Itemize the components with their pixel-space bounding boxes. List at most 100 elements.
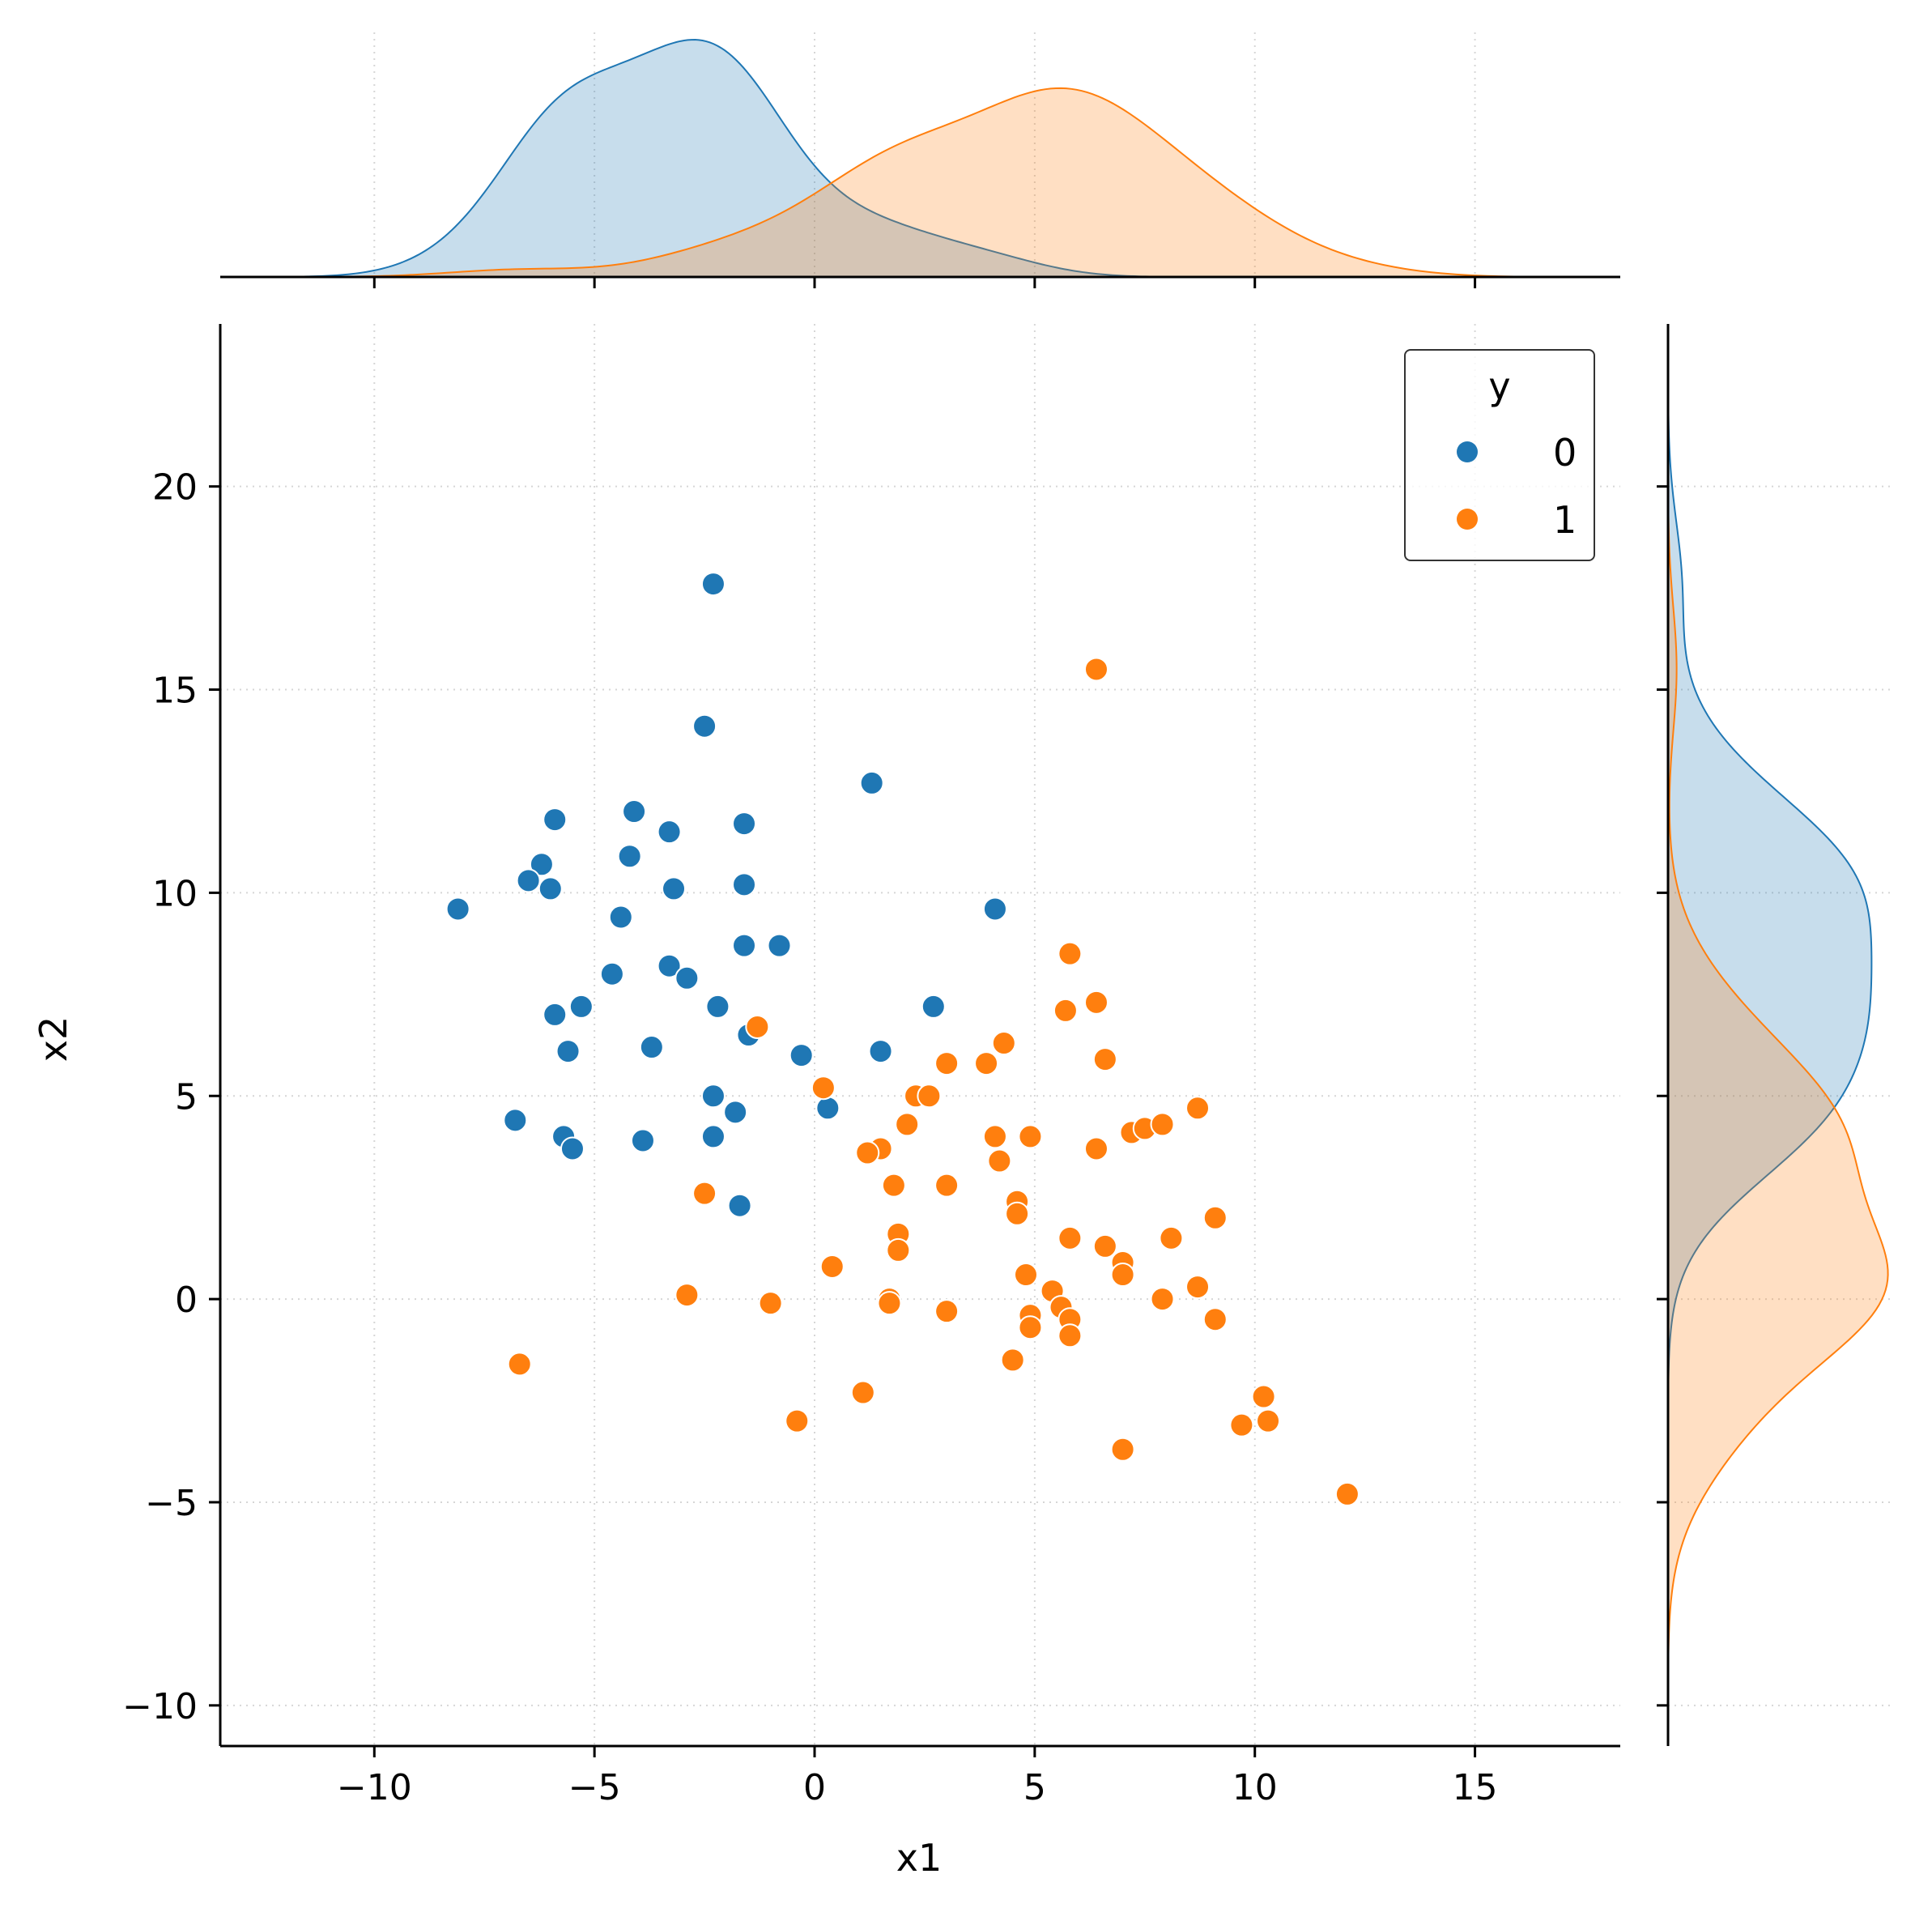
y-tick-label: −5 (145, 1483, 198, 1524)
point-class-1 (1229, 1412, 1254, 1437)
scatter-points (445, 572, 1360, 1506)
point-class-1 (1334, 1481, 1360, 1506)
y-tick-label: 5 (175, 1076, 198, 1118)
point-class-0 (662, 876, 687, 901)
point-class-0 (705, 994, 730, 1019)
point-class-0 (767, 933, 792, 958)
x-axis-label: x1 (896, 1836, 943, 1880)
right-kde-line-0 (1667, 390, 1873, 1399)
x-tick-label: 5 (1023, 1767, 1046, 1808)
point-class-0 (568, 994, 594, 1019)
y-tick-label: 15 (152, 671, 198, 712)
point-class-1 (819, 1254, 845, 1279)
x-tick-label: 15 (1453, 1767, 1498, 1808)
point-class-1 (991, 1031, 1016, 1056)
point-class-0 (657, 820, 682, 845)
point-class-1 (1202, 1307, 1228, 1332)
point-class-0 (859, 770, 884, 795)
y-tick-label: 0 (175, 1280, 198, 1321)
point-class-0 (727, 1193, 752, 1218)
point-class-1 (934, 1299, 960, 1324)
point-class-1 (881, 1173, 906, 1198)
y-tick-label: 10 (152, 873, 198, 914)
point-class-1 (1083, 990, 1109, 1015)
point-class-1 (1251, 1384, 1276, 1409)
point-class-1 (1256, 1408, 1281, 1433)
point-class-1 (974, 1051, 999, 1076)
point-class-1 (1018, 1315, 1043, 1340)
point-class-0 (815, 1096, 840, 1121)
point-class-1 (674, 1283, 700, 1308)
point-class-0 (868, 1039, 893, 1064)
point-class-0 (732, 933, 757, 958)
point-class-1 (850, 1380, 875, 1405)
point-class-1 (1159, 1225, 1184, 1250)
point-class-0 (639, 1035, 664, 1060)
point-class-1 (1092, 1233, 1117, 1259)
legend-frame (1404, 349, 1595, 561)
point-class-0 (529, 852, 554, 877)
point-class-0 (543, 807, 568, 833)
point-class-1 (895, 1112, 920, 1137)
point-class-0 (630, 1128, 655, 1153)
x-tick-label: −5 (568, 1767, 621, 1808)
point-class-1 (855, 1140, 880, 1165)
legend-label-1: 1 (1553, 498, 1577, 542)
point-class-1 (1057, 1323, 1083, 1348)
point-class-0 (700, 1084, 726, 1109)
point-class-1 (1150, 1287, 1175, 1312)
point-class-1 (934, 1051, 960, 1076)
point-class-0 (657, 953, 682, 978)
point-class-0 (445, 897, 470, 922)
point-class-0 (921, 994, 946, 1019)
legend-title: y (1488, 364, 1510, 408)
legend-marker-1 (1457, 509, 1478, 530)
main-plot-grid (220, 324, 1620, 1746)
y-tick-label: −10 (122, 1686, 198, 1727)
point-class-1 (758, 1291, 783, 1316)
point-class-0 (608, 905, 633, 930)
point-class-1 (934, 1173, 960, 1198)
point-class-0 (617, 844, 642, 869)
top-kde-fill-0 (285, 40, 1168, 278)
top-kde-line-1 (311, 87, 1556, 278)
legend: y 0 1 (1404, 349, 1595, 561)
point-class-1 (507, 1352, 532, 1377)
point-class-1 (1110, 1437, 1135, 1462)
right-kde-line-1 (1667, 481, 1889, 1682)
y-tick-label: 20 (152, 467, 198, 509)
point-class-1 (1000, 1348, 1025, 1373)
point-class-0 (503, 1108, 528, 1133)
point-class-0 (982, 897, 1007, 922)
point-class-1 (1092, 1047, 1117, 1072)
point-class-1 (1083, 657, 1109, 682)
point-class-1 (1110, 1263, 1135, 1288)
right-kde-fill-0 (1668, 390, 1872, 1399)
point-class-0 (622, 799, 647, 824)
right-marginal-grid (1668, 485, 1895, 1706)
point-class-1 (745, 1014, 770, 1039)
point-class-0 (700, 1124, 726, 1149)
point-class-0 (560, 1136, 585, 1161)
point-class-0 (700, 572, 726, 597)
x-tick-label: −10 (337, 1767, 412, 1808)
point-class-1 (1013, 1263, 1038, 1288)
top-marginal-kde (285, 39, 1556, 278)
point-class-1 (1185, 1275, 1211, 1300)
point-class-1 (1018, 1124, 1043, 1149)
point-class-1 (987, 1148, 1012, 1173)
point-class-1 (917, 1084, 942, 1109)
point-class-0 (789, 1043, 814, 1068)
point-class-0 (732, 811, 757, 837)
point-class-1 (1057, 1225, 1083, 1250)
point-class-0 (555, 1039, 581, 1064)
right-marginal-kde (1667, 390, 1889, 1682)
point-class-0 (723, 1100, 748, 1125)
point-class-1 (785, 1408, 810, 1433)
point-class-0 (538, 876, 563, 901)
point-class-0 (674, 965, 700, 990)
x-tick-label: 0 (803, 1767, 826, 1808)
x-tick-label: 10 (1232, 1767, 1278, 1808)
top-kde-fill-1 (311, 87, 1556, 277)
